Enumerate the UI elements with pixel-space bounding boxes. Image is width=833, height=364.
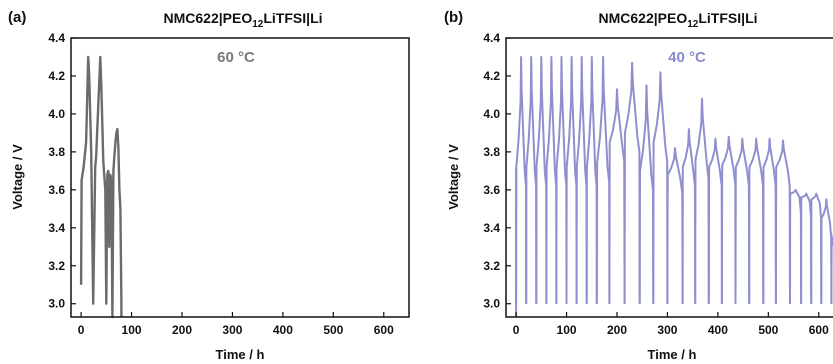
voltage-cycle-b-13 — [652, 71, 669, 304]
x-tick-label-b-400: 400 — [708, 323, 728, 337]
panel-a-temperature: 60 °C — [217, 49, 255, 66]
panel-a-title-sep2: | — [306, 10, 310, 26]
x-ticks-a: 0 100 200 300 400 500 600 — [78, 312, 394, 337]
voltage-cycle-b-16 — [694, 97, 710, 304]
x-tick-label-a-300: 300 — [222, 323, 242, 337]
y-tick-label-b-3.6: 3.6 — [483, 183, 500, 197]
voltage-cycle-b-14 — [666, 147, 684, 304]
voltage-curve-a — [79, 55, 123, 319]
voltage-cycle-b-10 — [608, 88, 626, 304]
panel-b-label: (b) — [444, 9, 463, 26]
panel-a-title-subscript: 12 — [252, 19, 264, 30]
panel-a-title-main: NMC622 — [163, 10, 218, 26]
x-tick-label-b-300: 300 — [657, 323, 677, 337]
voltage-cycle-b-8 — [585, 56, 598, 304]
x-tick-label-a-0: 0 — [78, 323, 85, 337]
panel-b-temperature: 40 °C — [668, 49, 706, 66]
panel-b-title-salt: LiTFSI — [698, 10, 741, 26]
y-tick-label-a-3.6: 3.6 — [48, 183, 65, 197]
x-tick-label-b-100: 100 — [557, 323, 577, 337]
voltage-cycle-b-2 — [525, 56, 538, 304]
voltage-cycle-b-12 — [638, 84, 655, 304]
voltage-cycle-b-18 — [720, 135, 737, 304]
voltage-cycle-b-25 — [810, 192, 823, 304]
voltage-cycle-b-15 — [681, 128, 697, 304]
panel-a-title-sep1: | — [219, 10, 223, 26]
voltage-cycle-b-11 — [623, 61, 641, 304]
y-tick-label-a-4.2: 4.2 — [48, 69, 65, 83]
panel-a-label: (a) — [8, 9, 26, 26]
panel-b-title-main: NMC622 — [598, 10, 653, 26]
y-tick-label-a-3.8: 3.8 — [48, 145, 65, 159]
panel-b-xlabel: Time / h — [648, 347, 697, 362]
voltage-cycle-b-22 — [774, 139, 791, 304]
x-tick-label-a-100: 100 — [122, 323, 142, 337]
y-tick-label-a-4.0: 4.0 — [48, 107, 65, 121]
x-tick-label-a-500: 500 — [323, 323, 343, 337]
y-tick-label-b-3.2: 3.2 — [483, 259, 500, 273]
voltage-cycle-b-1 — [515, 56, 528, 304]
panel-a-title-salt: LiTFSI — [263, 10, 306, 26]
panel-a-title-anode: Li — [310, 10, 322, 26]
x-tick-label-b-500: 500 — [758, 323, 778, 337]
y-tick-label-b-3.8: 3.8 — [483, 145, 500, 159]
voltage-cycle-b-19 — [734, 137, 751, 304]
x-tick-label-a-600: 600 — [374, 323, 394, 337]
x-tick-label-a-200: 200 — [172, 323, 192, 337]
panel-a-title-electrolyte: PEO — [223, 10, 253, 26]
panel-a-frame — [70, 37, 410, 318]
panel-b-title: NMC622|PEO12LiTFSI|Li — [598, 10, 757, 30]
voltage-cycle-b-20 — [748, 137, 765, 304]
y-tick-label-b-3.0: 3.0 — [483, 297, 500, 311]
y-ticks-a: 3.0 3.2 3.4 3.6 3.8 4.0 4.2 4.4 — [48, 31, 76, 311]
panel-b-title-sep2: | — [741, 10, 745, 26]
panel-a-title: NMC622|PEO12LiTFSI|Li — [163, 10, 322, 30]
panel-a: (a) NMC622|PEO12LiTFSI|Li 60 °C 0 100 200 3… — [8, 9, 410, 362]
panel-b: (b) NMC622|PEO12LiTFSI|Li 40 °C 0 100 200 3… — [444, 9, 833, 362]
y-tick-label-a-3.4: 3.4 — [48, 221, 65, 235]
x-tick-label-b-200: 200 — [607, 323, 627, 337]
x-tick-label-a-400: 400 — [273, 323, 293, 337]
plot-area-b — [515, 56, 833, 317]
x-tick-label-b-600: 600 — [809, 323, 829, 337]
plot-area-a — [79, 55, 123, 319]
voltage-cycle-b-3 — [535, 56, 548, 304]
voltage-cycle-b-23 — [789, 188, 803, 304]
voltage-cycle-b-6 — [565, 56, 578, 304]
panel-b-title-subscript: 12 — [687, 19, 699, 30]
voltage-cycle-b-24 — [800, 192, 813, 304]
x-tick-label-b-0: 0 — [513, 323, 520, 337]
voltage-cycle-b-4 — [545, 56, 558, 304]
panel-b-frame — [505, 37, 833, 318]
panel-a-xlabel: Time / h — [216, 347, 265, 362]
y-tick-label-a-3.0: 3.0 — [48, 297, 65, 311]
voltage-cycle-b-21 — [762, 137, 777, 304]
voltage-cycle-b-17 — [707, 137, 723, 304]
y-tick-label-a-4.4: 4.4 — [48, 31, 65, 45]
panel-b-title-sep1: | — [654, 10, 658, 26]
voltage-cycle-b-7 — [575, 56, 588, 304]
y-tick-label-b-4.4: 4.4 — [483, 31, 500, 45]
panel-b-title-electrolyte: PEO — [658, 10, 688, 26]
y-tick-label-b-4.0: 4.0 — [483, 107, 500, 121]
y-tick-label-b-3.4: 3.4 — [483, 221, 500, 235]
voltage-cycle-b-27 — [830, 232, 833, 304]
panel-b-title-anode: Li — [745, 10, 757, 26]
voltage-cycle-b-9 — [595, 56, 611, 304]
x-ticks-b: 0 100 200 300 400 500 600 — [513, 312, 829, 337]
y-tick-label-b-4.2: 4.2 — [483, 69, 500, 83]
voltage-cycle-b-26 — [820, 198, 833, 304]
y-tick-label-a-3.2: 3.2 — [48, 259, 65, 273]
y-ticks-b: 3.0 3.2 3.4 3.6 3.8 4.0 4.2 4.4 — [483, 31, 511, 311]
voltage-cycle-b-5 — [555, 56, 568, 304]
panel-a-ylabel: Voltage / V — [10, 144, 25, 210]
panel-b-ylabel: Voltage / V — [446, 144, 461, 210]
